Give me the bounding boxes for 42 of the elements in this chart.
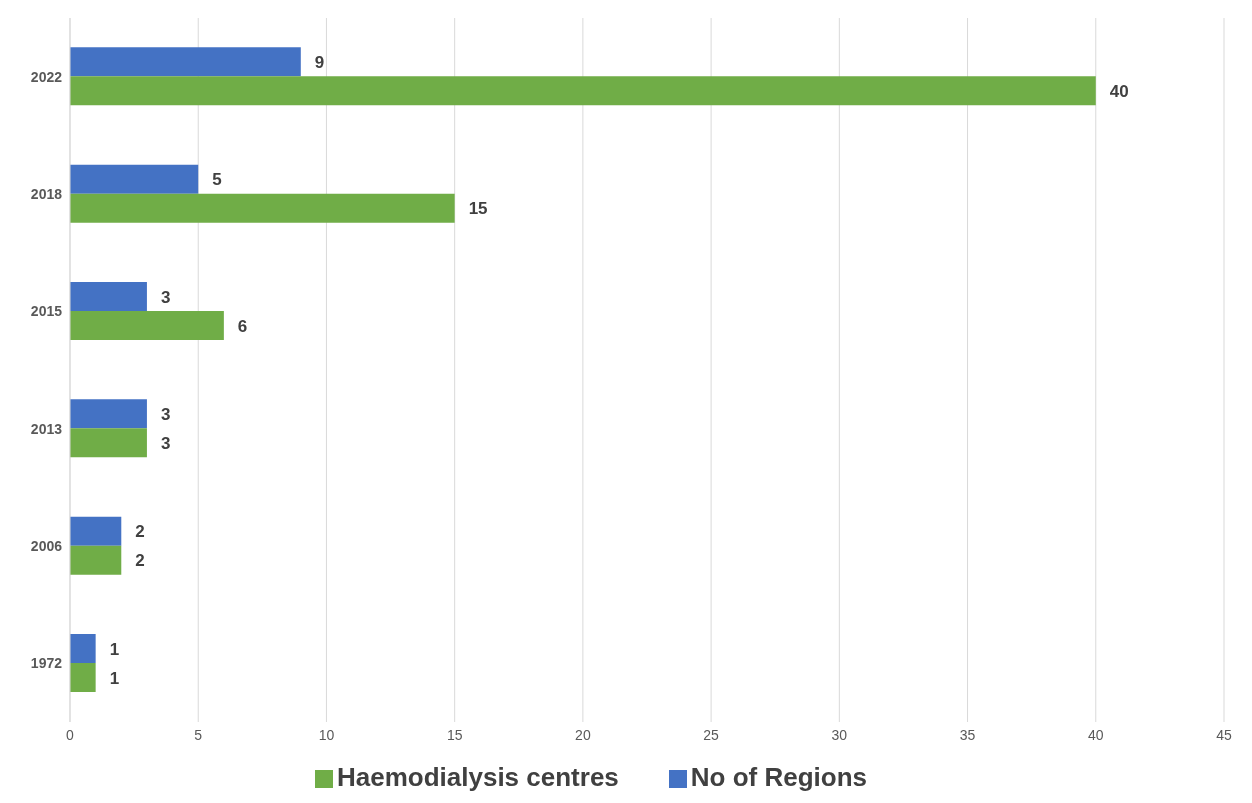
x-tick-label: 5 bbox=[194, 726, 203, 743]
y-tick-label: 2018 bbox=[30, 185, 63, 202]
y-tick-label: 2022 bbox=[30, 68, 63, 85]
x-tick-label: 40 bbox=[1087, 726, 1104, 743]
bar bbox=[70, 311, 224, 340]
bar bbox=[70, 634, 96, 663]
x-tick-label: 0 bbox=[66, 726, 75, 743]
data-label: 1 bbox=[109, 668, 120, 688]
bar bbox=[70, 516, 122, 546]
data-label: 9 bbox=[314, 52, 325, 72]
data-label: 2 bbox=[135, 522, 145, 542]
data-label: 3 bbox=[160, 433, 171, 453]
data-label: 2 bbox=[135, 551, 145, 571]
legend-label: Haemodialysis centres bbox=[336, 762, 619, 792]
data-label: 6 bbox=[237, 316, 248, 336]
y-tick-label: 1972 bbox=[30, 655, 63, 672]
legend-label: No of Regions bbox=[690, 762, 868, 792]
data-label: 5 bbox=[212, 170, 222, 190]
data-label: 3 bbox=[160, 287, 171, 307]
x-tick-label: 30 bbox=[831, 726, 848, 743]
y-tick-label: 2013 bbox=[30, 420, 63, 437]
bar bbox=[70, 47, 301, 77]
data-label: 1 bbox=[109, 639, 120, 659]
bar bbox=[70, 545, 122, 575]
bar bbox=[70, 428, 147, 458]
y-tick-label: 2015 bbox=[30, 303, 63, 320]
x-tick-label: 25 bbox=[703, 726, 720, 743]
bar bbox=[70, 399, 147, 429]
x-tick-label: 35 bbox=[959, 726, 976, 743]
bar bbox=[70, 76, 1096, 106]
x-tick-label: 20 bbox=[575, 726, 591, 743]
bar bbox=[70, 282, 147, 311]
x-tick-label: 45 bbox=[1216, 726, 1232, 743]
bar bbox=[70, 193, 455, 223]
data-label: 15 bbox=[468, 199, 488, 219]
x-tick-label: 10 bbox=[318, 726, 335, 743]
x-tick-label: 15 bbox=[446, 726, 463, 743]
data-label: 40 bbox=[1109, 81, 1129, 101]
data-label: 3 bbox=[160, 404, 171, 424]
bar bbox=[70, 164, 199, 194]
bar bbox=[70, 663, 96, 692]
y-tick-label: 2006 bbox=[30, 537, 63, 554]
